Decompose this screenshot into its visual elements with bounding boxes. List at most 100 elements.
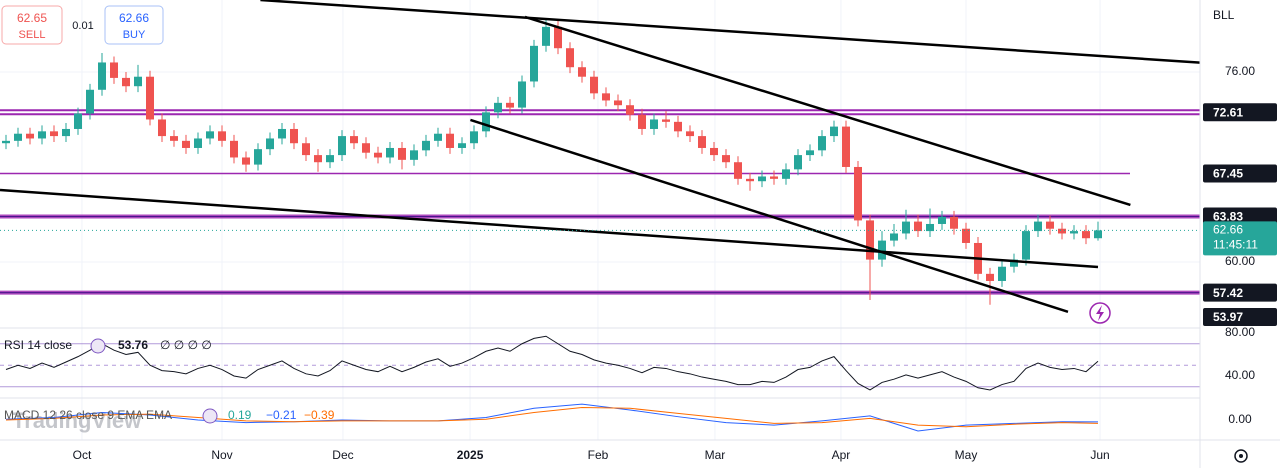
candle-body — [278, 128, 286, 139]
candle-body — [650, 119, 658, 129]
candle-body — [1094, 230, 1102, 239]
last-price-bg — [1203, 221, 1277, 256]
level-price-label-bg — [1203, 207, 1277, 226]
x-tick-label: Jun — [1090, 448, 1109, 462]
candle-body — [458, 143, 466, 148]
candle-body — [890, 233, 898, 241]
candle-body — [314, 155, 322, 163]
buy-price: 62.66 — [119, 11, 149, 25]
candle-body — [1058, 228, 1066, 234]
candle-body — [254, 149, 262, 165]
candle-body — [758, 176, 766, 182]
candle-body — [266, 138, 274, 150]
indicator-icon[interactable] — [90, 338, 106, 354]
candle-body — [326, 155, 334, 163]
candle-body — [338, 136, 346, 156]
candle-body — [938, 216, 946, 224]
candle-body — [194, 138, 202, 148]
indicator-value: 53.76 — [118, 338, 148, 352]
candle-body — [878, 240, 886, 260]
y-tick-label: 76.00 — [1225, 64, 1255, 78]
settings-icon[interactable] — [1234, 449, 1248, 463]
indicator-value: 0.19 — [228, 408, 252, 422]
candle-body — [302, 143, 310, 156]
grid — [0, 0, 1200, 440]
candle-body — [242, 157, 250, 165]
candle-body — [26, 133, 34, 139]
y-tick-label: 0.00 — [1228, 412, 1252, 426]
candle-body — [602, 93, 610, 101]
candle-body — [470, 131, 478, 144]
candle-body — [386, 147, 394, 158]
indicator-value: −0.21 — [266, 408, 297, 422]
candle-body — [626, 105, 634, 115]
buy-label: BUY — [123, 29, 146, 41]
candle-body — [362, 143, 370, 153]
candle-body — [542, 26, 550, 46]
candle-body — [1046, 221, 1054, 229]
candle-body — [854, 166, 862, 221]
last-price-label: 62.66 — [1213, 223, 1243, 237]
candle-body — [350, 136, 358, 144]
spread: 0.01 — [72, 20, 93, 32]
candle-body — [806, 150, 814, 156]
candle-body — [686, 131, 694, 137]
x-tick-label: Apr — [832, 448, 851, 462]
candle-body — [734, 162, 742, 179]
buy-button[interactable] — [104, 5, 164, 45]
rsi-line — [5, 335, 1099, 391]
price-axis: Oct Nov Dec 2025 Feb Mar Apr May Jun 76.00 60.00 72… — [73, 64, 1277, 462]
x-tick-label: Oct — [73, 448, 92, 462]
candle-body — [950, 216, 958, 229]
candle-body — [122, 77, 130, 87]
candle-body — [770, 176, 778, 179]
candle-body — [1082, 231, 1090, 239]
candle-body — [998, 266, 1006, 281]
indicator-value: −0.39 — [304, 408, 335, 422]
candle-body — [518, 81, 526, 108]
sell-price: 62.65 — [17, 11, 47, 25]
candle-body — [962, 228, 970, 243]
candle-body — [986, 273, 994, 281]
indicator-title: RSI 14 close — [4, 338, 72, 352]
candle-body — [926, 223, 934, 232]
level-price-label: 53.97 — [1213, 310, 1243, 324]
symbol[interactable]: BLL — [1213, 8, 1235, 22]
candle-body — [842, 126, 850, 167]
candle-body — [170, 136, 178, 141]
candle-body — [398, 147, 406, 160]
candle-body — [782, 169, 790, 179]
alert-bolt — [1096, 305, 1104, 321]
sell-button[interactable] — [1, 5, 63, 45]
macd-line — [5, 403, 1099, 432]
candle-body — [110, 62, 118, 78]
candle-body — [374, 152, 382, 158]
candle-body — [710, 147, 718, 156]
countdown: 11:45:11 — [1213, 238, 1258, 252]
candle-body — [1022, 231, 1030, 260]
level-price-label-bg — [1203, 308, 1277, 326]
level-price-label-bg — [1203, 164, 1277, 183]
candle-body — [290, 128, 298, 144]
candle-body — [914, 221, 922, 232]
candle-body — [902, 221, 910, 234]
candle-body — [554, 26, 562, 49]
indicator-icon[interactable] — [202, 408, 218, 424]
level-price-label-bg — [1203, 283, 1277, 302]
candle-body — [14, 133, 22, 141]
trend-line — [524, 15, 1131, 207]
candle-body — [1010, 259, 1018, 267]
candle-body — [158, 119, 166, 137]
candle-body — [86, 89, 94, 114]
trend-line — [0, 188, 1099, 269]
candle-body — [410, 150, 418, 160]
candle-body — [614, 100, 622, 106]
candle-body — [230, 140, 238, 158]
candle-body — [206, 131, 214, 139]
x-tick-label: Dec — [332, 448, 353, 462]
candle-body — [146, 76, 154, 120]
candle-body — [182, 140, 190, 148]
x-tick-label: 2025 — [457, 448, 484, 462]
x-tick-label: Feb — [588, 448, 609, 462]
candle-body — [446, 133, 454, 148]
